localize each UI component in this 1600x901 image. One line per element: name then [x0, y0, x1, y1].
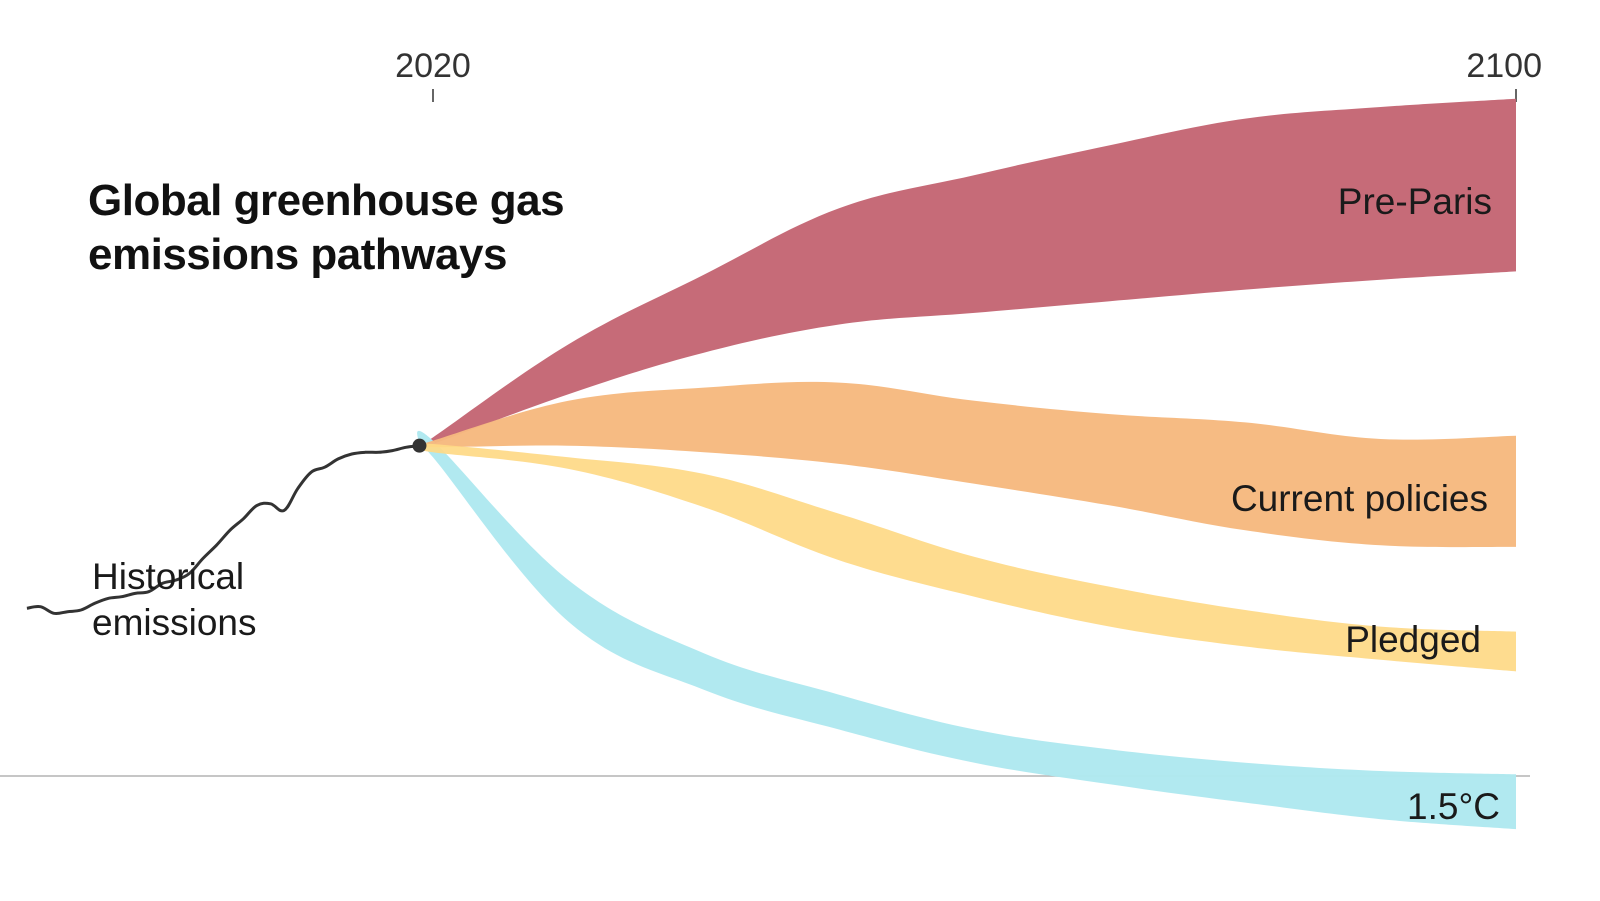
historical-line — [26, 444, 420, 616]
band-pledged — [417, 443, 1517, 672]
x-tick-label-2020: 2020 — [395, 47, 471, 85]
historical-endpoint — [412, 438, 427, 453]
x-tick-label-2100: 2100 — [1466, 47, 1542, 85]
historical-label-line-2: emissions — [92, 602, 257, 643]
band-labels: Pre-Paris Current policies Pledged 1.5°C — [1231, 181, 1500, 827]
band-current-policies — [417, 381, 1517, 548]
historical-label-line-1: Historical — [92, 556, 244, 597]
historical-series: Historical emissions — [26, 438, 427, 643]
band-1-5-c — [417, 430, 1517, 830]
band-pre-paris — [417, 98, 1517, 449]
label-pre-paris: Pre-Paris — [1338, 181, 1492, 222]
x-axis-ticks: 2020 2100 — [395, 47, 1542, 102]
label-1-5-c: 1.5°C — [1407, 786, 1500, 827]
label-current-policies: Current policies — [1231, 478, 1488, 519]
pathway-bands — [417, 98, 1517, 830]
label-pledged: Pledged — [1345, 619, 1481, 660]
chart-title: Global greenhouse gas emissions pathways — [88, 176, 565, 279]
